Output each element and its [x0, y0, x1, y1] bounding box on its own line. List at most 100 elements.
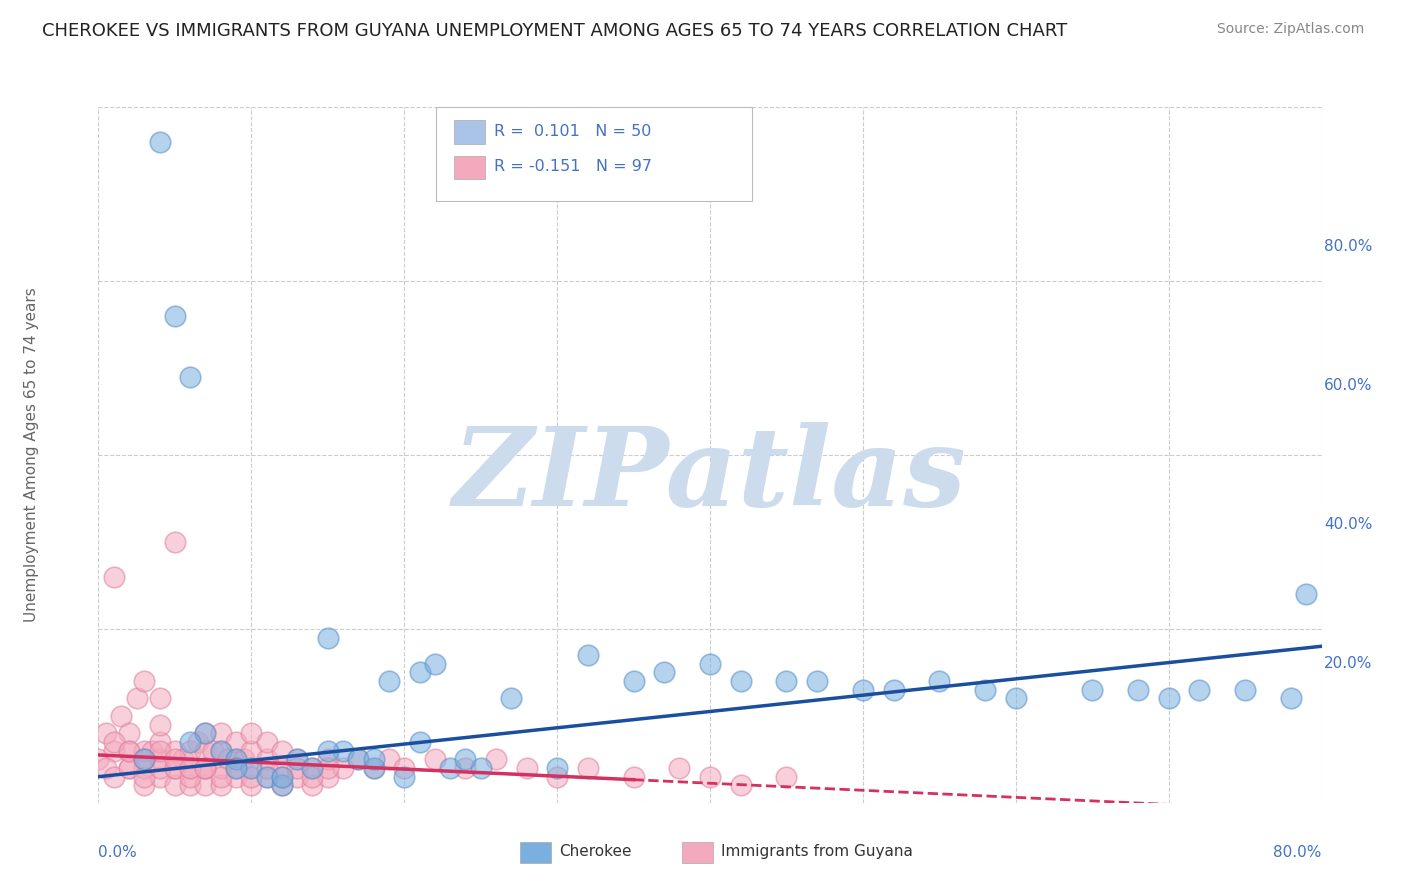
- Point: [852, 682, 875, 697]
- Point: [225, 752, 247, 766]
- Point: [301, 761, 323, 775]
- Point: [179, 744, 201, 758]
- Point: [118, 744, 141, 758]
- Point: [194, 744, 217, 758]
- Point: [301, 770, 323, 784]
- Point: [285, 761, 308, 775]
- Point: [240, 761, 263, 775]
- Text: Source: ZipAtlas.com: Source: ZipAtlas.com: [1216, 22, 1364, 37]
- Point: [1004, 691, 1026, 706]
- Point: [576, 648, 599, 662]
- Point: [775, 770, 797, 784]
- Point: [163, 534, 186, 549]
- Point: [149, 752, 172, 766]
- Point: [883, 682, 905, 697]
- Point: [546, 770, 568, 784]
- Text: ZIPatlas: ZIPatlas: [453, 422, 967, 530]
- Point: [332, 761, 354, 775]
- Point: [179, 735, 201, 749]
- Point: [149, 717, 172, 731]
- Point: [546, 761, 568, 775]
- Point: [454, 752, 477, 766]
- Text: CHEROKEE VS IMMIGRANTS FROM GUYANA UNEMPLOYMENT AMONG AGES 65 TO 74 YEARS CORREL: CHEROKEE VS IMMIGRANTS FROM GUYANA UNEMP…: [42, 22, 1067, 40]
- Point: [194, 761, 217, 775]
- Point: [1234, 682, 1257, 697]
- Text: Unemployment Among Ages 65 to 74 years: Unemployment Among Ages 65 to 74 years: [24, 287, 38, 623]
- Point: [134, 752, 156, 766]
- Point: [256, 770, 278, 784]
- Point: [730, 778, 752, 792]
- Point: [363, 752, 385, 766]
- Point: [270, 770, 292, 784]
- Text: Immigrants from Guyana: Immigrants from Guyana: [721, 845, 912, 859]
- Point: [225, 770, 247, 784]
- Point: [256, 752, 278, 766]
- Point: [179, 761, 201, 775]
- Point: [1157, 691, 1180, 706]
- Point: [1081, 682, 1104, 697]
- Point: [1295, 587, 1317, 601]
- Point: [470, 761, 492, 775]
- Point: [118, 761, 141, 775]
- Text: Cherokee: Cherokee: [560, 845, 633, 859]
- Point: [974, 682, 997, 697]
- Point: [652, 665, 675, 680]
- Point: [187, 735, 209, 749]
- Point: [623, 674, 645, 689]
- Point: [270, 778, 292, 792]
- Point: [194, 761, 217, 775]
- Point: [202, 744, 225, 758]
- Point: [118, 761, 141, 775]
- Text: 40.0%: 40.0%: [1324, 517, 1372, 532]
- Point: [225, 735, 247, 749]
- Point: [256, 770, 278, 784]
- Point: [134, 778, 156, 792]
- Point: [270, 778, 292, 792]
- Point: [163, 744, 186, 758]
- Point: [179, 778, 201, 792]
- Point: [1279, 691, 1302, 706]
- Point: [225, 761, 247, 775]
- Text: R =  0.101   N = 50: R = 0.101 N = 50: [494, 124, 651, 138]
- Point: [316, 770, 339, 784]
- Point: [217, 752, 239, 766]
- Point: [285, 752, 308, 766]
- Point: [316, 752, 339, 766]
- Point: [408, 735, 430, 749]
- Point: [103, 744, 125, 758]
- Point: [485, 752, 508, 766]
- Point: [316, 631, 339, 645]
- Point: [179, 761, 201, 775]
- Point: [516, 761, 538, 775]
- Point: [149, 744, 172, 758]
- Text: R = -0.151   N = 97: R = -0.151 N = 97: [494, 160, 651, 174]
- Point: [163, 309, 186, 323]
- Point: [730, 674, 752, 689]
- Point: [240, 726, 263, 740]
- Point: [225, 752, 247, 766]
- Point: [149, 761, 172, 775]
- Point: [209, 761, 232, 775]
- Point: [87, 752, 110, 766]
- Point: [363, 761, 385, 775]
- Point: [179, 369, 201, 384]
- Point: [378, 752, 401, 766]
- Point: [163, 761, 186, 775]
- Point: [699, 770, 721, 784]
- Point: [103, 570, 125, 584]
- Point: [668, 761, 690, 775]
- Point: [256, 735, 278, 749]
- Point: [179, 770, 201, 784]
- Point: [1188, 682, 1211, 697]
- Point: [134, 770, 156, 784]
- Point: [194, 726, 217, 740]
- Point: [149, 735, 172, 749]
- Point: [240, 744, 263, 758]
- Point: [103, 735, 125, 749]
- Point: [209, 770, 232, 784]
- Point: [699, 657, 721, 671]
- Point: [1128, 682, 1150, 697]
- Point: [576, 761, 599, 775]
- Point: [363, 761, 385, 775]
- Point: [232, 752, 254, 766]
